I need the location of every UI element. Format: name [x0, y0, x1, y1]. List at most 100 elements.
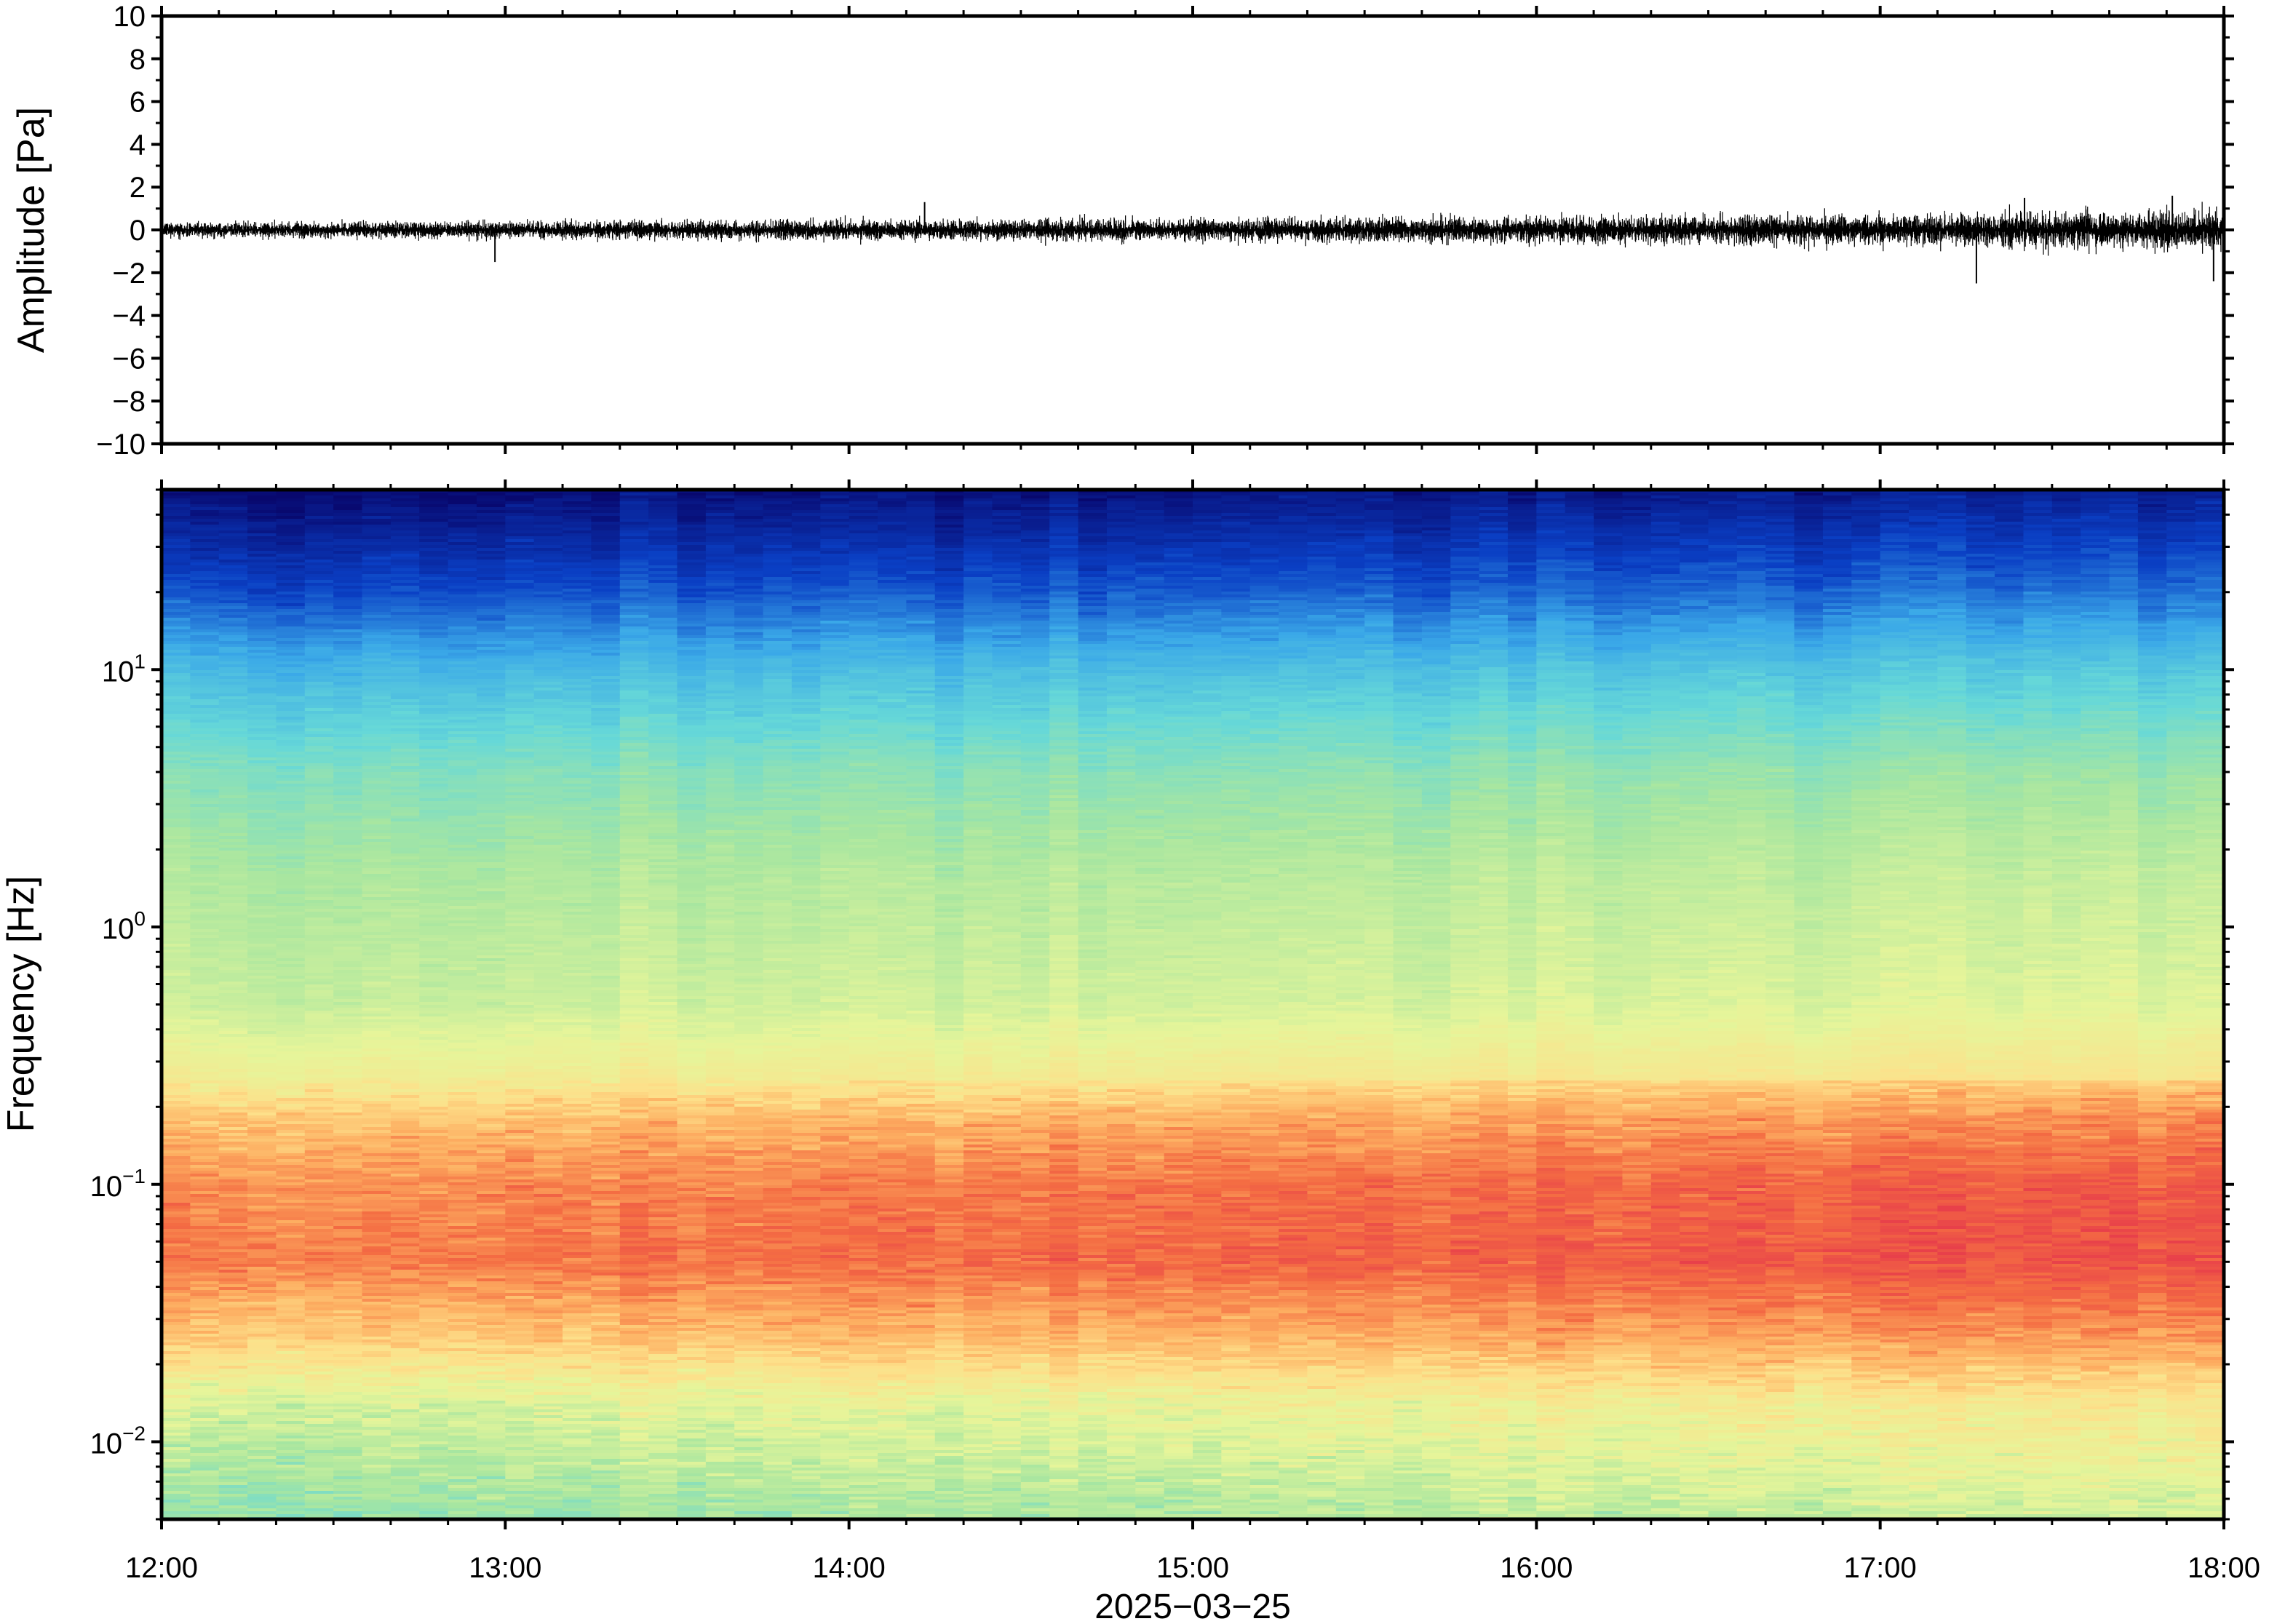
spectrogram-cell [390, 714, 420, 717]
spectrogram-cell [218, 734, 248, 738]
spectrogram-cell [304, 1072, 334, 1075]
spectrogram-cell [362, 784, 392, 787]
spectrogram-cell [247, 1348, 277, 1352]
spectrogram-cell [419, 658, 449, 662]
spectrogram-cell [390, 979, 420, 982]
spectrogram-cell [190, 501, 220, 505]
spectrogram-cell [190, 1028, 220, 1032]
spectrogram-cell [533, 1302, 563, 1305]
spectrogram-cell [333, 903, 363, 907]
spectrogram-cell [247, 996, 277, 1000]
spectrogram-cell [276, 1325, 306, 1329]
spectrogram-cell [190, 1054, 220, 1058]
spectrogram-cell [533, 589, 563, 592]
spectrogram-cell [362, 1453, 392, 1457]
spectrogram-cell [419, 641, 449, 645]
spectrogram-cell [304, 1337, 334, 1340]
spectrogram-cell [533, 1165, 563, 1169]
spectrogram-cell [190, 629, 220, 633]
spectrogram-cell [362, 507, 392, 511]
spectrogram-cell [390, 1502, 420, 1506]
spectrogram-cell [390, 658, 420, 662]
spectrogram-cell [505, 1147, 535, 1151]
spectrogram-cell [218, 1453, 248, 1457]
spectrogram-cell [390, 950, 420, 953]
spectrogram-cell [247, 1456, 277, 1460]
spectrogram-cell [390, 912, 420, 915]
spectrogram-cell [476, 1418, 506, 1422]
spectrogram-cell [476, 1217, 506, 1221]
spectrogram-cell [333, 749, 363, 752]
spectrogram-cell [476, 612, 506, 616]
spectrogram-cell [333, 1424, 363, 1428]
spectrogram-cell [218, 1456, 248, 1460]
spectrogram-cell [448, 900, 477, 904]
spectrogram-cell [333, 577, 363, 581]
spectrogram-cell [505, 562, 535, 566]
spectrogram-cell [333, 1508, 363, 1512]
spectrogram-cell [276, 958, 306, 962]
spectrogram-cell [333, 647, 363, 650]
spectrogram-cell [333, 1243, 363, 1247]
spectrogram-cell [362, 813, 392, 816]
spectrogram-cell [476, 699, 506, 703]
spectrogram-cell [218, 650, 248, 653]
spectrogram-cell [476, 947, 506, 950]
spectrogram-cell [333, 554, 363, 557]
spectrogram-cell [304, 865, 334, 869]
spectrogram-cell [563, 516, 592, 520]
spectrogram-cell [476, 1104, 506, 1110]
spectrogram-cell [162, 1316, 191, 1320]
spectrogram-cell [476, 982, 506, 985]
spectrogram-cell [419, 757, 449, 761]
spectrogram-cell [190, 821, 220, 825]
spectrogram-cell [304, 685, 334, 688]
spectrogram-cell [505, 1206, 535, 1209]
spectrogram-cell [390, 1450, 420, 1454]
spectrogram-cell [448, 923, 477, 927]
spectrogram-cell [419, 851, 449, 854]
spectrogram-cell [247, 740, 277, 744]
spectrogram-cell [533, 1217, 563, 1221]
spectrogram-cell [476, 1421, 506, 1425]
spectrogram-cell [419, 504, 449, 508]
spectrogram-cell [390, 958, 420, 962]
spectrogram-cell [362, 830, 392, 834]
spectrogram-cell [390, 743, 420, 749]
spectrogram-cell [419, 720, 449, 723]
spectrogram-cell [247, 813, 277, 816]
waveform-x-ticks [160, 6, 2225, 454]
spectrogram-cell [419, 1372, 449, 1375]
spectrogram-cell [533, 897, 563, 901]
spectrogram-cell [162, 1273, 191, 1276]
spectrogram-cell [190, 1255, 220, 1259]
spectrogram-cell [505, 1372, 535, 1375]
spectrogram-cell [218, 1395, 248, 1398]
spectrogram-cell [505, 755, 535, 758]
spectrogram-cell [476, 1348, 506, 1352]
spectrogram-cell [190, 1145, 220, 1148]
spectrogram-cell [533, 1264, 563, 1267]
spectrogram-cell [563, 603, 592, 607]
spectrogram-cell [476, 885, 506, 889]
spectrogram-cell [218, 1057, 248, 1064]
spectrogram-cell [533, 673, 563, 677]
spectrogram-cell [333, 1334, 363, 1337]
spectrogram-cell [448, 533, 477, 537]
spectrogram-cell [333, 1383, 363, 1387]
spectrogram-cell [247, 821, 277, 828]
spectrogram-cell [304, 816, 334, 819]
spectrogram-cell [276, 1278, 306, 1282]
spectrogram-cell [304, 525, 334, 528]
spectrogram-cell [333, 830, 363, 834]
spectrogram-cell [362, 1083, 392, 1087]
spectrogram-cell [162, 923, 191, 927]
spectrogram-cell [419, 1086, 449, 1090]
spectrogram-cell [162, 612, 191, 616]
spectrogram-cell [333, 1214, 363, 1218]
spectrogram-cell [162, 1415, 191, 1419]
spectrogram-cell [390, 1214, 420, 1218]
spectrogram-cell [162, 1406, 191, 1410]
spectrogram-cell [476, 1092, 506, 1096]
spectrogram-cell [476, 1508, 506, 1512]
